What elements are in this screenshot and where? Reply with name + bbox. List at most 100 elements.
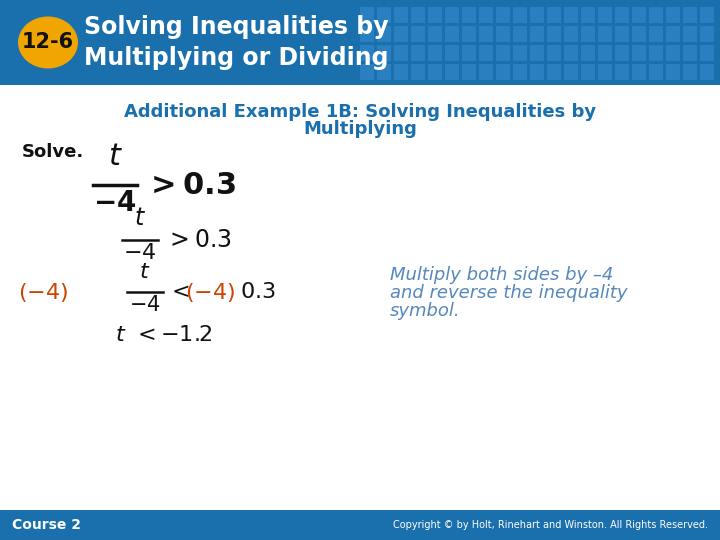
- FancyBboxPatch shape: [598, 7, 612, 23]
- FancyBboxPatch shape: [394, 45, 408, 61]
- Text: $(-4)$: $(-4)$: [18, 280, 68, 303]
- Text: Course 2: Course 2: [12, 518, 81, 532]
- Text: $(-4)$: $(-4)$: [185, 280, 235, 303]
- Text: $> 0.3$: $> 0.3$: [165, 228, 232, 252]
- FancyBboxPatch shape: [547, 26, 561, 42]
- FancyBboxPatch shape: [683, 64, 697, 80]
- FancyBboxPatch shape: [479, 45, 493, 61]
- FancyBboxPatch shape: [700, 64, 714, 80]
- FancyBboxPatch shape: [513, 45, 527, 61]
- FancyBboxPatch shape: [513, 7, 527, 23]
- FancyBboxPatch shape: [411, 26, 425, 42]
- Text: 12-6: 12-6: [22, 32, 74, 52]
- FancyBboxPatch shape: [683, 26, 697, 42]
- Text: Multiplying or Dividing: Multiplying or Dividing: [84, 46, 389, 70]
- FancyBboxPatch shape: [462, 45, 476, 61]
- Text: $-4$: $-4$: [123, 243, 157, 263]
- FancyBboxPatch shape: [530, 45, 544, 61]
- FancyBboxPatch shape: [666, 64, 680, 80]
- FancyBboxPatch shape: [394, 7, 408, 23]
- Text: $-4$: $-4$: [129, 295, 161, 315]
- FancyBboxPatch shape: [377, 7, 391, 23]
- FancyBboxPatch shape: [598, 45, 612, 61]
- FancyBboxPatch shape: [479, 64, 493, 80]
- Text: $\mathit{t}$: $\mathit{t}$: [115, 325, 127, 345]
- Text: Multiplying: Multiplying: [303, 120, 417, 138]
- Text: $\mathit{t}$: $\mathit{t}$: [139, 262, 150, 282]
- Text: Multiply both sides by –4: Multiply both sides by –4: [390, 266, 613, 284]
- FancyBboxPatch shape: [615, 26, 629, 42]
- FancyBboxPatch shape: [428, 7, 442, 23]
- FancyBboxPatch shape: [411, 45, 425, 61]
- FancyBboxPatch shape: [496, 7, 510, 23]
- Ellipse shape: [18, 17, 78, 69]
- FancyBboxPatch shape: [377, 26, 391, 42]
- FancyBboxPatch shape: [445, 45, 459, 61]
- Text: Additional Example 1B: Solving Inequalities by: Additional Example 1B: Solving Inequalit…: [124, 103, 596, 121]
- FancyBboxPatch shape: [632, 7, 646, 23]
- Text: $\mathbf{-4}$: $\mathbf{-4}$: [94, 189, 137, 217]
- FancyBboxPatch shape: [649, 45, 663, 61]
- FancyBboxPatch shape: [581, 64, 595, 80]
- FancyBboxPatch shape: [632, 45, 646, 61]
- FancyBboxPatch shape: [360, 7, 374, 23]
- FancyBboxPatch shape: [581, 26, 595, 42]
- FancyBboxPatch shape: [496, 45, 510, 61]
- FancyBboxPatch shape: [360, 26, 374, 42]
- FancyBboxPatch shape: [462, 64, 476, 80]
- FancyBboxPatch shape: [700, 26, 714, 42]
- FancyBboxPatch shape: [496, 64, 510, 80]
- Text: Solve.: Solve.: [22, 143, 84, 161]
- FancyBboxPatch shape: [666, 45, 680, 61]
- FancyBboxPatch shape: [564, 26, 578, 42]
- FancyBboxPatch shape: [649, 64, 663, 80]
- FancyBboxPatch shape: [428, 64, 442, 80]
- Text: $0.3$: $0.3$: [240, 282, 276, 302]
- Text: Solving Inequalities by: Solving Inequalities by: [84, 15, 389, 39]
- Text: $\mathit{t}$: $\mathit{t}$: [134, 206, 146, 230]
- Text: $\mathit{t}$: $\mathit{t}$: [107, 142, 122, 171]
- FancyBboxPatch shape: [428, 45, 442, 61]
- FancyBboxPatch shape: [530, 7, 544, 23]
- FancyBboxPatch shape: [598, 26, 612, 42]
- FancyBboxPatch shape: [649, 26, 663, 42]
- FancyBboxPatch shape: [615, 7, 629, 23]
- FancyBboxPatch shape: [683, 7, 697, 23]
- FancyBboxPatch shape: [394, 64, 408, 80]
- FancyBboxPatch shape: [394, 26, 408, 42]
- FancyBboxPatch shape: [615, 64, 629, 80]
- FancyBboxPatch shape: [666, 7, 680, 23]
- Text: $\mathbf{> 0.3}$: $\mathbf{> 0.3}$: [145, 171, 236, 199]
- FancyBboxPatch shape: [0, 0, 720, 85]
- FancyBboxPatch shape: [666, 26, 680, 42]
- FancyBboxPatch shape: [547, 7, 561, 23]
- FancyBboxPatch shape: [0, 510, 720, 540]
- FancyBboxPatch shape: [360, 64, 374, 80]
- Text: Copyright © by Holt, Rinehart and Winston. All Rights Reserved.: Copyright © by Holt, Rinehart and Winsto…: [393, 520, 708, 530]
- FancyBboxPatch shape: [564, 7, 578, 23]
- FancyBboxPatch shape: [649, 7, 663, 23]
- Text: $<$: $<$: [167, 282, 189, 302]
- FancyBboxPatch shape: [581, 7, 595, 23]
- FancyBboxPatch shape: [377, 45, 391, 61]
- FancyBboxPatch shape: [462, 26, 476, 42]
- FancyBboxPatch shape: [428, 26, 442, 42]
- FancyBboxPatch shape: [530, 64, 544, 80]
- FancyBboxPatch shape: [411, 7, 425, 23]
- FancyBboxPatch shape: [513, 64, 527, 80]
- FancyBboxPatch shape: [445, 7, 459, 23]
- FancyBboxPatch shape: [598, 64, 612, 80]
- FancyBboxPatch shape: [547, 64, 561, 80]
- FancyBboxPatch shape: [632, 64, 646, 80]
- FancyBboxPatch shape: [445, 26, 459, 42]
- FancyBboxPatch shape: [411, 64, 425, 80]
- FancyBboxPatch shape: [479, 7, 493, 23]
- FancyBboxPatch shape: [700, 7, 714, 23]
- FancyBboxPatch shape: [496, 26, 510, 42]
- FancyBboxPatch shape: [615, 45, 629, 61]
- FancyBboxPatch shape: [581, 45, 595, 61]
- FancyBboxPatch shape: [564, 45, 578, 61]
- FancyBboxPatch shape: [377, 64, 391, 80]
- FancyBboxPatch shape: [547, 45, 561, 61]
- FancyBboxPatch shape: [360, 45, 374, 61]
